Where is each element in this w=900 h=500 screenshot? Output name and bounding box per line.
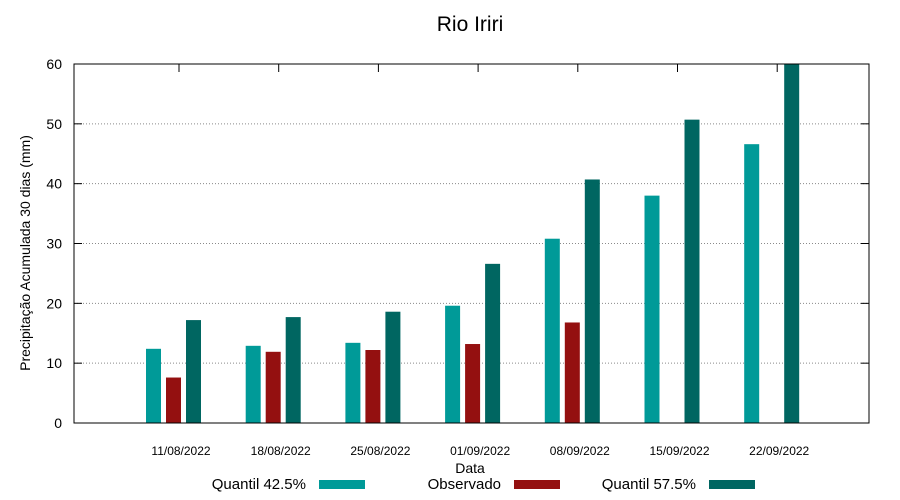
bar-quantil-57-5--2 xyxy=(385,311,401,423)
bar-quantil-57-5--3 xyxy=(485,263,501,423)
grid xyxy=(74,123,869,364)
legend-label: Quantil 57.5% xyxy=(602,476,696,493)
bar-quantil-57-5--6 xyxy=(784,64,800,423)
bar-quantil-57-5--5 xyxy=(684,119,700,424)
y-tick-label: 30 xyxy=(46,236,62,252)
bars xyxy=(146,64,800,424)
bar-quantil-57-5--4 xyxy=(584,179,600,423)
legend: Quantil 42.5% Observado Quantil 57.5% xyxy=(212,476,755,493)
x-tick-label: 08/09/2022 xyxy=(550,444,610,458)
y-tick-label: 40 xyxy=(46,176,62,192)
y-tick-label: 0 xyxy=(54,415,62,431)
x-tick-label: 15/09/2022 xyxy=(649,444,709,458)
bar-observado-2 xyxy=(365,350,381,423)
x-tick-label: 18/08/2022 xyxy=(251,444,311,458)
bar-observado-1 xyxy=(265,351,281,423)
y-axis: 0 10 20 30 40 50 60 xyxy=(46,56,869,431)
y-axis-label: Precipitação Acumulada 30 dias (mm) xyxy=(17,135,33,371)
x-tick-label: 25/08/2022 xyxy=(350,444,410,458)
x-axis: 11/08/2022 18/08/2022 25/08/2022 01/09/2022… xyxy=(151,64,810,458)
bar-quantil-57-5--0 xyxy=(186,320,201,423)
y-tick-label: 20 xyxy=(46,295,62,311)
bar-quantil-57-5--1 xyxy=(285,317,301,423)
y-tick-label: 10 xyxy=(46,355,62,371)
legend-label: Observado xyxy=(428,476,501,493)
chart-title: Rio Iriri xyxy=(437,13,504,36)
legend-swatch xyxy=(319,480,365,489)
bar-quantil-42-5--3 xyxy=(445,305,461,423)
bar-quantil-42-5--0 xyxy=(146,348,161,423)
x-tick-label: 01/09/2022 xyxy=(450,444,510,458)
bar-observado-4 xyxy=(564,322,580,423)
legend-swatch xyxy=(709,480,755,489)
x-axis-label: Data xyxy=(455,460,485,476)
bar-quantil-42-5--5 xyxy=(644,195,660,423)
bar-observado-3 xyxy=(465,344,481,423)
bar-quantil-42-5--6 xyxy=(744,144,760,423)
legend-label: Quantil 42.5% xyxy=(212,476,306,493)
y-tick-label: 60 xyxy=(46,56,62,72)
y-tick-label: 50 xyxy=(46,116,62,132)
bar-quantil-42-5--2 xyxy=(345,342,361,423)
bar-observado-0 xyxy=(166,377,181,423)
bar-quantil-42-5--1 xyxy=(245,345,261,423)
legend-swatch xyxy=(514,480,560,489)
x-tick-label: 11/08/2022 xyxy=(151,444,210,458)
bar-quantil-42-5--4 xyxy=(544,238,560,423)
x-tick-label: 22/09/2022 xyxy=(749,444,809,458)
